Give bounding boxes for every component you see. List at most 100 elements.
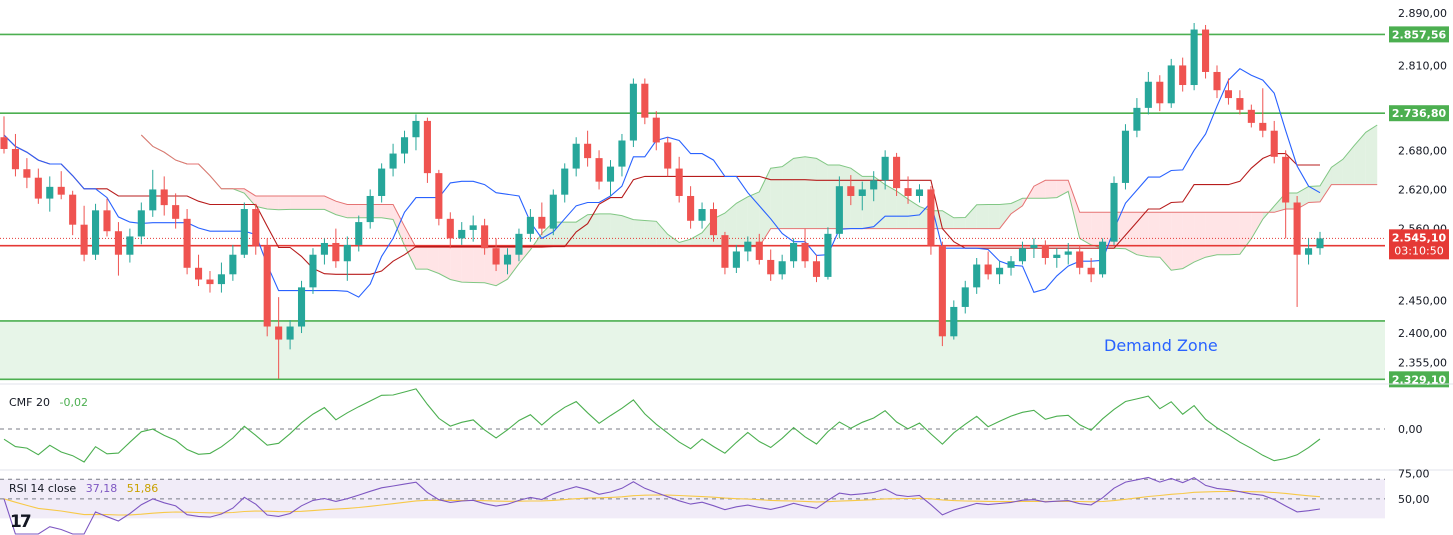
- candle: [1236, 90, 1244, 115]
- cloud-segment: [438, 247, 451, 280]
- candle-body: [698, 209, 706, 221]
- candle: [870, 171, 878, 202]
- tradingview-logo-icon: 17: [10, 512, 32, 532]
- rsi-title: RSI 14 close: [9, 482, 77, 495]
- cloud-segment: [1342, 145, 1355, 185]
- candle-body: [1007, 261, 1015, 268]
- price-tick-label: 2.890,00: [1398, 7, 1447, 20]
- candle: [92, 203, 100, 260]
- cloud-segment: [1171, 212, 1183, 271]
- candle-body: [194, 267, 203, 280]
- rsi-line: [3, 476, 1321, 535]
- cloud-segment: [885, 184, 897, 229]
- candle-body: [950, 306, 958, 337]
- candle: [744, 236, 752, 262]
- candle-body: [755, 241, 763, 260]
- candle-body: [263, 245, 271, 327]
- cloud-segment: [1251, 212, 1263, 239]
- candle-body: [1110, 182, 1118, 242]
- candle: [515, 228, 523, 262]
- candle-body: [1305, 248, 1313, 255]
- candle-body: [275, 326, 283, 340]
- cloud-segment: [965, 204, 977, 229]
- candle-body: [92, 210, 100, 255]
- candle-body: [1259, 122, 1267, 131]
- rsi-ma-value: 51,86: [126, 482, 159, 495]
- candle: [973, 257, 981, 294]
- candle-body: [1293, 202, 1301, 255]
- candle-body: [103, 210, 111, 232]
- candle: [1247, 104, 1255, 128]
- candle: [183, 209, 191, 275]
- cloud-segment: [587, 213, 600, 247]
- candle-body: [252, 209, 260, 246]
- cloud-segment: [816, 158, 828, 229]
- candle-body: [446, 218, 454, 239]
- candle-body: [915, 189, 924, 196]
- cloud-segment: [1091, 212, 1103, 249]
- candle: [1167, 58, 1175, 108]
- candle-body: [904, 188, 912, 196]
- candle-body: [538, 216, 546, 229]
- candle: [160, 176, 168, 216]
- candle: [1213, 65, 1221, 99]
- candle-body: [893, 156, 901, 189]
- level-price-label-bg: [1389, 105, 1449, 122]
- candle: [206, 271, 214, 293]
- candle: [320, 238, 328, 265]
- candle-body: [984, 264, 992, 275]
- cloud-segment: [850, 168, 863, 229]
- candle: [801, 228, 809, 268]
- candle: [1202, 24, 1210, 79]
- rsi-tick-label: 50,00: [1398, 493, 1430, 506]
- candle-body: [1236, 98, 1244, 110]
- candle-body: [675, 168, 683, 196]
- candle: [687, 186, 695, 229]
- cloud-segment: [621, 215, 634, 247]
- candle: [709, 202, 718, 242]
- candle-body: [927, 189, 935, 246]
- candle: [824, 227, 832, 280]
- cloud-segment: [736, 196, 748, 247]
- candle: [1121, 124, 1130, 190]
- candle: [1282, 150, 1290, 239]
- candle: [194, 254, 203, 287]
- candle-body: [286, 326, 294, 340]
- candle: [1190, 23, 1198, 91]
- candle-body: [961, 287, 969, 307]
- candle-body: [240, 209, 248, 255]
- price-tick-label: 2.620,00: [1398, 183, 1447, 196]
- candle: [755, 233, 763, 265]
- demand-zone: [0, 320, 1385, 380]
- candle-body: [629, 83, 637, 141]
- candle: [229, 244, 237, 281]
- candle: [595, 150, 603, 190]
- candle: [1053, 248, 1061, 268]
- candle: [1007, 256, 1015, 276]
- candle: [446, 212, 454, 249]
- candle: [297, 280, 306, 334]
- candle: [721, 231, 729, 275]
- candle: [275, 297, 283, 379]
- candle-body: [1190, 29, 1198, 86]
- candle: [126, 228, 134, 263]
- candle: [847, 175, 855, 206]
- candle: [240, 202, 248, 258]
- candle: [561, 163, 569, 203]
- candlestick-series: [0, 23, 1324, 379]
- candle-body: [1144, 81, 1152, 108]
- cloud-segment: [347, 204, 359, 218]
- candle-body: [400, 137, 409, 154]
- candle-body: [1076, 251, 1084, 268]
- cloud-segment: [1125, 212, 1137, 255]
- candle: [984, 251, 992, 280]
- rsi-tick-label: 75,00: [1398, 467, 1430, 480]
- cloud-segment: [942, 210, 954, 229]
- candle-body: [423, 120, 431, 174]
- candle-body: [11, 148, 19, 170]
- candle: [57, 171, 65, 200]
- candle: [790, 238, 798, 268]
- candle: [961, 280, 969, 314]
- candle: [606, 160, 615, 196]
